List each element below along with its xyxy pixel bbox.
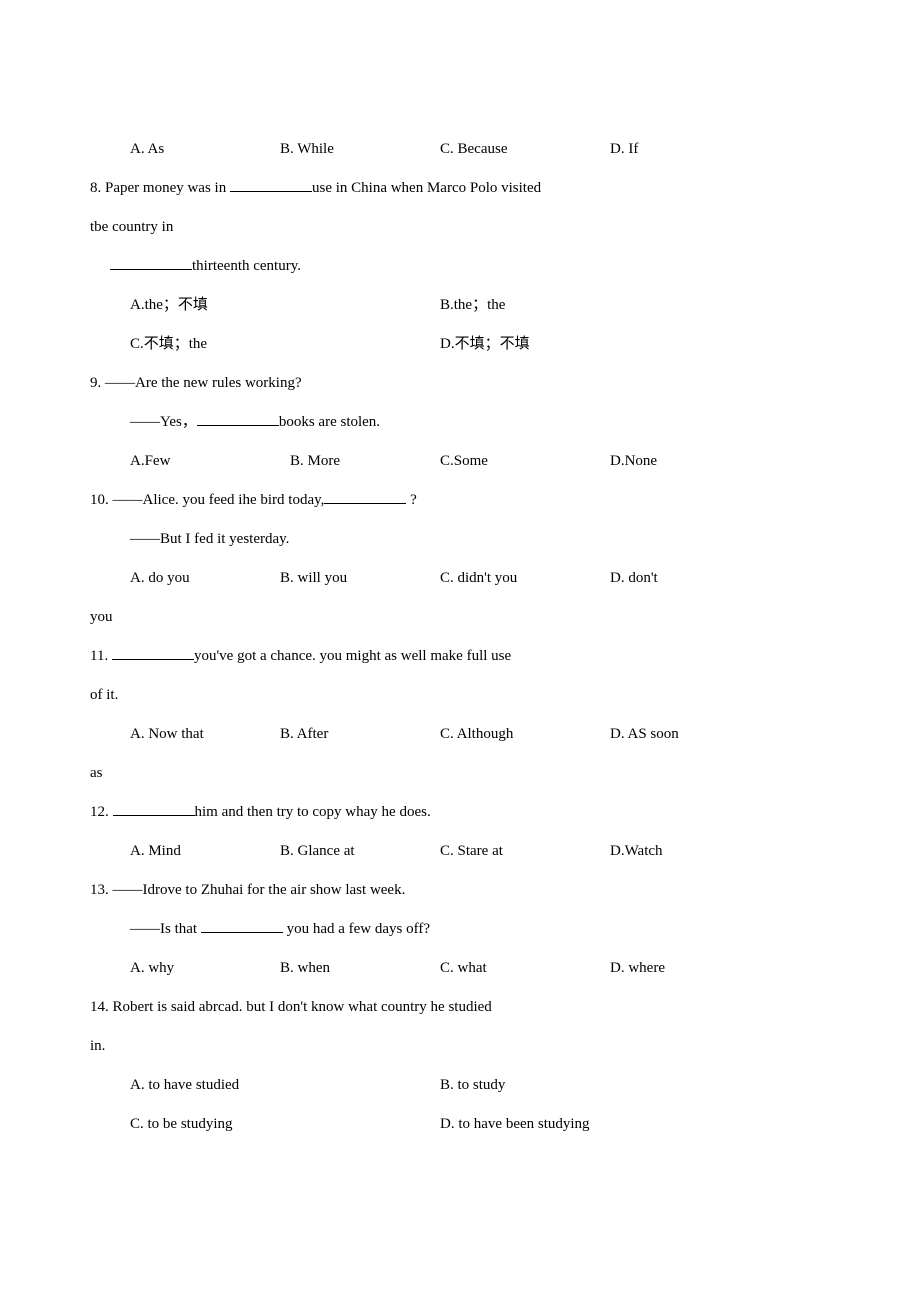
q13-line2a: ――Is that — [130, 921, 201, 937]
q14-line1: 14. Robert is said abrcad. but I don't k… — [90, 988, 830, 1027]
q9-options: A.Few B. More C.Some D.None — [90, 442, 830, 481]
q8-line2: tbe country in — [90, 208, 830, 247]
q9-optB: B. More — [290, 442, 440, 481]
q11-line1a: 11. — [90, 648, 112, 664]
q10-optA: A. do you — [130, 559, 280, 598]
q14-options-row2: C. to be studying D. to have been studyi… — [90, 1105, 830, 1144]
q11-optB: B. After — [280, 715, 440, 754]
q7-options: A. As B. While C. Because D. If — [90, 130, 830, 169]
q13-line1: 13. ――Idrove to Zhuhai for the air show … — [90, 871, 830, 910]
q10-line1b: ? — [406, 492, 416, 508]
blank — [197, 410, 279, 426]
q12-optB: B. Glance at — [280, 832, 440, 871]
q8-optC: C.不填；the — [130, 325, 440, 364]
exam-page: A. As B. While C. Because D. If 8. Paper… — [0, 0, 920, 1204]
q8-line1a: 8. Paper money was in — [90, 180, 230, 196]
q8-options-row2: C.不填；the D.不填；不填 — [90, 325, 830, 364]
q9-line1: 9. ――Are the new rules working? — [90, 364, 830, 403]
q13-line2b: you had a few days off? — [283, 921, 430, 937]
q10-optD: D. don't — [610, 559, 658, 598]
q9-line2: ――Yes， books are stolen. — [90, 403, 830, 442]
q12-optD: D.Watch — [610, 832, 663, 871]
blank — [110, 254, 192, 270]
q10-optC: C. didn't you — [440, 559, 610, 598]
blank — [113, 800, 195, 816]
q11-optC: C. Although — [440, 715, 610, 754]
q10-optD-cont: you — [90, 598, 830, 637]
q10-line1a: 10. ――Alice. you feed ihe bird today, — [90, 492, 324, 508]
q10-optB: B. will you — [280, 559, 440, 598]
q12-options: A. Mind B. Glance at C. Stare at D.Watch — [90, 832, 830, 871]
q10-options: A. do you B. will you C. didn't you D. d… — [90, 559, 830, 598]
q13-options: A. why B. when C. what D. where — [90, 949, 830, 988]
q7-optC: C. Because — [440, 130, 610, 169]
q13-optD: D. where — [610, 949, 665, 988]
q11-optA: A. Now that — [130, 715, 280, 754]
q9-optC: C.Some — [440, 442, 610, 481]
q14-optD: D. to have been studying — [440, 1105, 590, 1144]
q12-optC: C. Stare at — [440, 832, 610, 871]
q11-optD: D. AS soon — [610, 715, 679, 754]
q12-line1: 12. him and then try to copy whay he doe… — [90, 793, 830, 832]
q11-line2: of it. — [90, 676, 830, 715]
q10-line2: ――But I fed it yesterday. — [90, 520, 830, 559]
q8-line3-text: thirteenth century. — [192, 258, 301, 274]
q13-line2: ――Is that you had a few days off? — [90, 910, 830, 949]
q11-options: A. Now that B. After C. Although D. AS s… — [90, 715, 830, 754]
q12-line1b: him and then try to copy whay he does. — [195, 804, 431, 820]
q8-optA: A.the；不填 — [130, 286, 440, 325]
q14-options-row1: A. to have studied B. to study — [90, 1066, 830, 1105]
q12-line1a: 12. — [90, 804, 113, 820]
q8-line3: thirteenth century. — [90, 247, 830, 286]
q8-optB: B.the；the — [440, 286, 505, 325]
q14-optC: C. to be studying — [130, 1105, 440, 1144]
q11-optD-cont: as — [90, 754, 830, 793]
q9-line2a: ――Yes， — [130, 414, 197, 430]
q8-optD: D.不填；不填 — [440, 325, 530, 364]
q11-line1b: you've got a chance. you might as well m… — [194, 648, 511, 664]
q13-optA: A. why — [130, 949, 280, 988]
q14-line2: in. — [90, 1027, 830, 1066]
q9-optD: D.None — [610, 442, 657, 481]
q14-optA: A. to have studied — [130, 1066, 440, 1105]
q13-optC: C. what — [440, 949, 610, 988]
q9-line2b: books are stolen. — [279, 414, 380, 430]
q7-optB: B. While — [280, 130, 440, 169]
q11-line1: 11. you've got a chance. you might as we… — [90, 637, 830, 676]
q14-optB: B. to study — [440, 1066, 505, 1105]
q8-line1: 8. Paper money was in use in China when … — [90, 169, 830, 208]
blank — [112, 644, 194, 660]
q13-optB: B. when — [280, 949, 440, 988]
q7-optD: D. If — [610, 130, 638, 169]
blank — [324, 488, 406, 504]
q12-optA: A. Mind — [130, 832, 280, 871]
blank — [201, 917, 283, 933]
q7-optA: A. As — [130, 130, 280, 169]
q8-line1b: use in China when Marco Polo visited — [312, 180, 541, 196]
q10-line1: 10. ――Alice. you feed ihe bird today, ? — [90, 481, 830, 520]
q9-optA: A.Few — [130, 442, 290, 481]
blank — [230, 176, 312, 192]
q8-options-row1: A.the；不填 B.the；the — [90, 286, 830, 325]
